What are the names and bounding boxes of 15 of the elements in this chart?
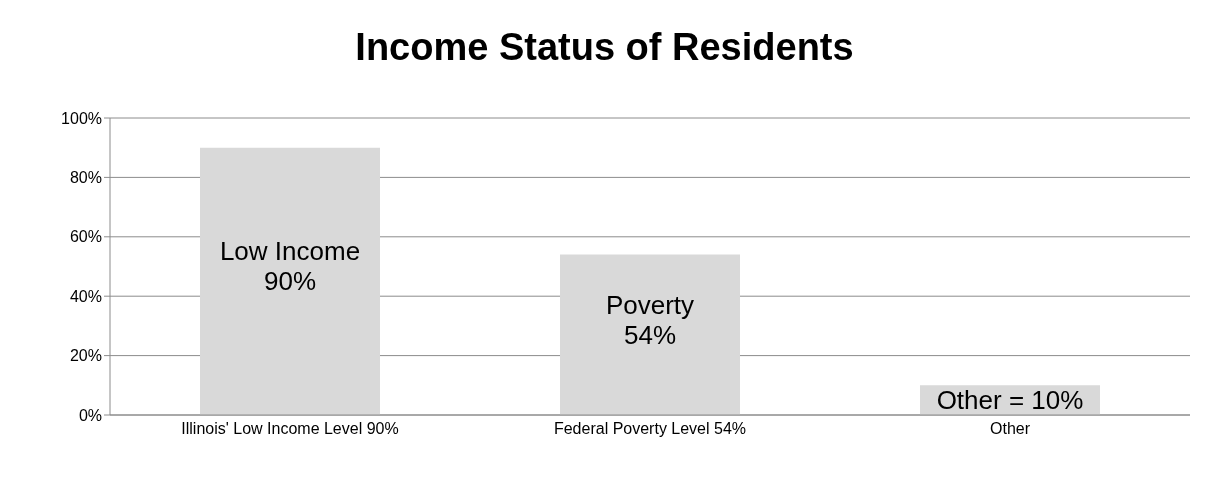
y-tick-label: 0% <box>78 406 102 424</box>
x-tick-label: Other <box>989 420 1031 438</box>
y-tick-label: 20% <box>69 347 102 365</box>
y-tick-label: 100% <box>61 109 102 127</box>
y-tick-label: 40% <box>69 287 102 305</box>
x-tick-label: Federal Poverty Level 54% <box>553 420 747 438</box>
bar <box>200 147 380 415</box>
bar <box>560 254 740 415</box>
chart-title: Income Status of Residents <box>354 26 855 69</box>
data-label: Other = 10% <box>936 385 1084 416</box>
data-label: Low Income 90% <box>219 236 361 297</box>
data-label: Poverty 54% <box>605 289 695 350</box>
y-tick-label: 60% <box>69 228 102 246</box>
x-tick-label: Illinois' Low Income Level 90% <box>181 420 399 438</box>
y-tick-label: 80% <box>69 169 102 187</box>
